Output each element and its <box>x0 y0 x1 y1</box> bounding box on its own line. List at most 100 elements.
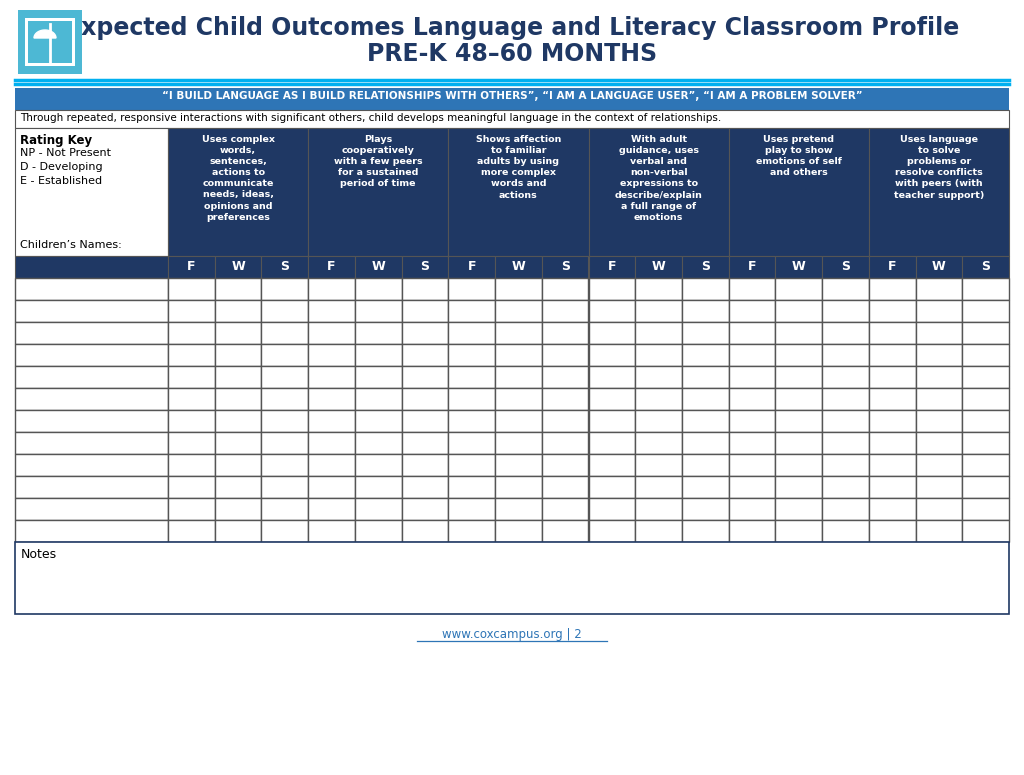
Bar <box>542 278 589 300</box>
Bar <box>868 432 915 454</box>
Text: S: S <box>981 260 990 273</box>
Bar <box>401 300 449 322</box>
Text: W: W <box>231 260 245 273</box>
Bar <box>775 410 822 432</box>
Bar <box>401 344 449 366</box>
Bar <box>542 256 589 278</box>
Bar <box>449 256 495 278</box>
Bar <box>963 498 1009 520</box>
Bar <box>682 432 729 454</box>
Bar <box>729 432 775 454</box>
Bar <box>308 432 355 454</box>
Bar <box>915 344 963 366</box>
Bar <box>589 344 635 366</box>
Bar <box>495 520 542 542</box>
Text: S: S <box>700 260 710 273</box>
Bar <box>963 410 1009 432</box>
Bar <box>168 128 308 256</box>
Text: Uses pretend
play to show
emotions of self
and others: Uses pretend play to show emotions of se… <box>756 135 842 177</box>
Bar <box>963 520 1009 542</box>
Bar <box>635 432 682 454</box>
Bar <box>915 300 963 322</box>
Bar <box>215 322 261 344</box>
Bar <box>963 278 1009 300</box>
Bar <box>308 322 355 344</box>
Bar <box>682 256 729 278</box>
Bar <box>682 520 729 542</box>
Bar <box>449 300 495 322</box>
Text: F: F <box>328 260 336 273</box>
Bar <box>449 388 495 410</box>
Bar <box>355 300 401 322</box>
Bar <box>915 476 963 498</box>
Bar <box>635 498 682 520</box>
Bar <box>589 388 635 410</box>
Bar <box>963 300 1009 322</box>
Bar <box>15 520 168 542</box>
Bar <box>729 256 775 278</box>
Bar <box>589 454 635 476</box>
Bar <box>449 432 495 454</box>
Bar <box>401 256 449 278</box>
Bar <box>868 520 915 542</box>
Text: F: F <box>748 260 757 273</box>
Bar <box>15 454 168 476</box>
Bar <box>495 388 542 410</box>
Bar <box>168 388 215 410</box>
Bar <box>495 498 542 520</box>
Bar <box>495 256 542 278</box>
Bar <box>822 300 868 322</box>
Bar <box>635 322 682 344</box>
Bar <box>589 366 635 388</box>
Bar <box>449 278 495 300</box>
Bar <box>868 366 915 388</box>
Bar <box>449 366 495 388</box>
Bar <box>355 476 401 498</box>
Bar <box>915 520 963 542</box>
Bar <box>542 300 589 322</box>
Bar <box>355 498 401 520</box>
Bar <box>308 388 355 410</box>
Bar <box>15 410 168 432</box>
Bar <box>215 520 261 542</box>
Bar <box>261 366 308 388</box>
Bar <box>729 128 868 256</box>
Bar <box>589 256 635 278</box>
Bar <box>542 366 589 388</box>
Bar <box>822 410 868 432</box>
Bar <box>868 498 915 520</box>
Text: Uses complex
words,
sentences,
actions to
communicate
needs, ideas,
opinions and: Uses complex words, sentences, actions t… <box>202 135 274 222</box>
Bar <box>15 322 168 344</box>
Text: “I BUILD LANGUAGE AS I BUILD RELATIONSHIPS WITH OTHERS”, “I AM A LANGUAGE USER”,: “I BUILD LANGUAGE AS I BUILD RELATIONSHI… <box>162 91 862 101</box>
Bar <box>729 498 775 520</box>
Bar <box>261 256 308 278</box>
Bar <box>775 498 822 520</box>
Bar <box>401 366 449 388</box>
Bar <box>15 128 168 256</box>
Bar <box>401 454 449 476</box>
Bar <box>15 344 168 366</box>
Bar <box>355 410 401 432</box>
Bar <box>308 520 355 542</box>
Bar <box>915 498 963 520</box>
Bar <box>495 366 542 388</box>
Bar <box>822 454 868 476</box>
Bar <box>589 498 635 520</box>
Text: W: W <box>372 260 385 273</box>
Bar <box>25 18 75 66</box>
Bar <box>589 432 635 454</box>
Bar <box>28 21 72 63</box>
Bar <box>635 256 682 278</box>
Bar <box>168 366 215 388</box>
Bar <box>495 344 542 366</box>
Bar <box>963 322 1009 344</box>
Bar <box>215 300 261 322</box>
Bar <box>168 520 215 542</box>
Bar <box>822 476 868 498</box>
Bar <box>308 278 355 300</box>
Bar <box>868 388 915 410</box>
Bar <box>729 366 775 388</box>
Text: W: W <box>512 260 525 273</box>
Bar <box>168 256 215 278</box>
Text: With adult
guidance, uses
verbal and
non-verbal
expressions to
describe/explain
: With adult guidance, uses verbal and non… <box>614 135 702 222</box>
